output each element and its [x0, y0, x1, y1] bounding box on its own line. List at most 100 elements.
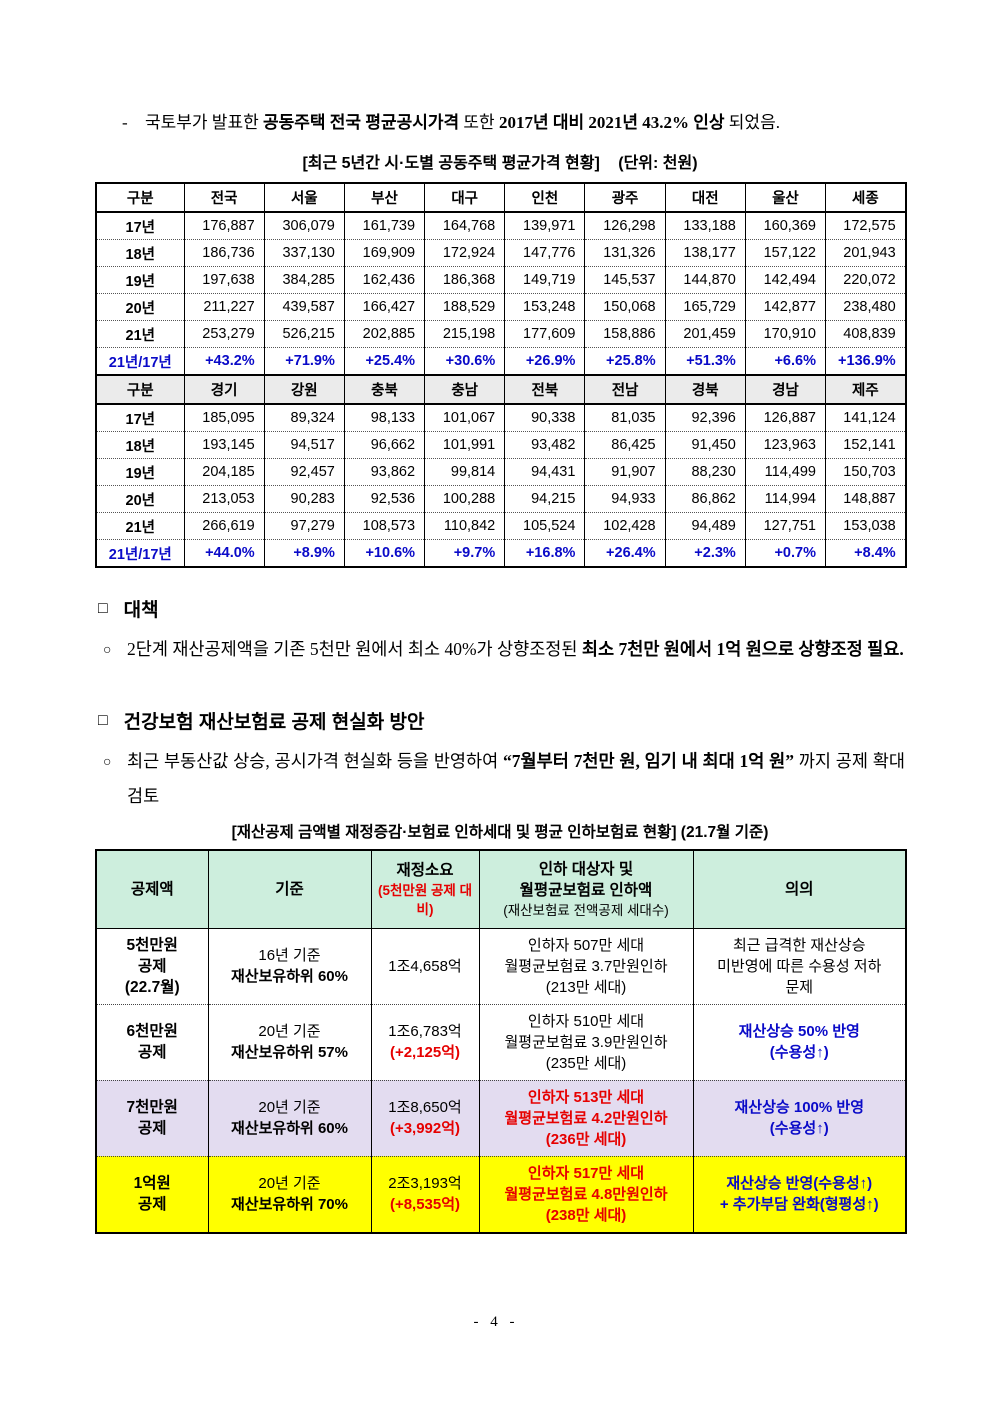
price-cell: 220,072 [824, 266, 906, 294]
price-cell: 526,215 [263, 320, 345, 348]
basis-year: 20년 기준 [258, 1023, 321, 1040]
plan-title: 건강보험 재산보험료 공제 현실화 방안 [123, 712, 425, 733]
cost-delta: (+2,125억) [389, 1044, 461, 1061]
price-cell: 126,887 [744, 404, 826, 432]
price-cell: 253,279 [183, 320, 265, 348]
meaning-cell: 재산상승 50% 반영 (수용성↑) [692, 1003, 906, 1080]
column-header-cost: 재정소요 (5천만원 공제 대비) [370, 850, 479, 929]
basis-year: 20년 기준 [258, 1175, 321, 1192]
cost-header-main: 재정소요 [396, 861, 454, 879]
price-cell: 164,768 [424, 212, 505, 240]
column-header: 경기 [183, 374, 265, 405]
price-cell: 384,285 [263, 266, 345, 294]
deduction-amount-line: (22.7월) [124, 978, 180, 996]
price-cell: 141,124 [824, 404, 906, 432]
deduction-row: 7천만원 공제 20년 기준 재산보유하위 60% 1조8,650억 (+3,992억) 인… [95, 1079, 906, 1156]
price-cell: 93,482 [504, 431, 585, 459]
price-cell: 101,067 [424, 404, 505, 432]
circle-bullet-icon: ○ [103, 755, 112, 770]
dash-bullet: - [122, 113, 128, 132]
row-label: 21년 [95, 320, 184, 348]
target-cell: 인하자 510만 세대 월평균보험료 3.9만원인하 (235만 세대) [478, 1003, 693, 1080]
target-line: 인하자 510만 세대 [527, 1012, 645, 1030]
price-cell: 215,198 [424, 320, 505, 348]
plan-text: 최근 부동산값 상승, 공시가격 현실화 등을 반영하여 “7월부터 7천만 원… [127, 751, 905, 806]
cost-cell: 1조8,650억 (+3,992억) [370, 1079, 479, 1156]
deduction-amount-line: 1억원 [133, 1175, 171, 1192]
column-header: 전북 [504, 374, 585, 405]
price-cell: 201,943 [824, 239, 906, 267]
price-cell: 90,283 [263, 485, 345, 513]
price-cell: 94,431 [504, 458, 585, 486]
column-header: 서울 [263, 183, 345, 213]
countermeasure-text: 2단계 재산공제액을 기존 5천만 원에서 최소 40%가 상향조정된 최소 7… [127, 639, 904, 659]
price-cell: 110,842 [424, 512, 505, 540]
price-cell: 123,963 [744, 431, 826, 459]
price-cell: 139,971 [504, 212, 585, 240]
price-cell: 102,428 [584, 512, 666, 540]
price-cell: 114,499 [744, 458, 826, 486]
square-bullet-icon: □ [98, 711, 108, 729]
deduction-amount-cell: 1억원 공제 [95, 1155, 208, 1233]
deduction-table-body: 5천만원 공제 (22.7월) 16년 기준 재산보유하위 60% 1조4,658억 인하자… [95, 928, 906, 1233]
basis-cell: 20년 기준 재산보유하위 57% [207, 1003, 371, 1080]
cost-cell: 2조3,193억 (+8,535억) [370, 1155, 479, 1233]
price-cell: 86,425 [584, 431, 666, 459]
meaning-line: 재산상승 50% 반영 [738, 1023, 860, 1040]
price-cell: 126,298 [584, 212, 666, 240]
price-cell: 131,326 [584, 239, 666, 267]
target-header-sub: (재산보험료 전액공제 세대수) [503, 902, 669, 918]
square-bullet-icon: □ [98, 599, 108, 617]
price-cell: +16.8% [504, 539, 585, 567]
target-line: 인하자 517만 세대 [527, 1164, 645, 1182]
text-segment: 국토부가 발표한 [145, 113, 263, 132]
price-cell: 201,459 [664, 320, 746, 348]
text-segment: 또한 [459, 113, 499, 132]
text-segment: “7월부터 7천만 원, 임기 내 최대 1억 원” [503, 751, 795, 771]
column-header: 대전 [664, 183, 746, 213]
price-cell: 166,427 [343, 293, 425, 321]
price-cell: +9.7% [424, 539, 505, 567]
row-label: 20년 [95, 293, 184, 321]
price-cell: 176,887 [183, 212, 265, 240]
column-header: 강원 [263, 374, 345, 405]
price-cell: 202,885 [343, 320, 425, 348]
column-header: 부산 [343, 183, 425, 213]
price-cell: 97,279 [263, 512, 345, 540]
price-cell: +25.4% [343, 347, 425, 375]
deduction-amount-line: 6천만원 [126, 1023, 178, 1040]
price-cell: 306,079 [263, 212, 345, 240]
price-cell: 142,494 [744, 266, 826, 294]
basis-threshold: 재산보유하위 60% [231, 1120, 348, 1137]
deduction-amount-line: 7천만원 [126, 1099, 178, 1116]
target-line: 월평균보험료 4.8만원인하 [504, 1185, 668, 1203]
target-line: 인하자 513만 세대 [527, 1088, 645, 1106]
meaning-line: 최근 급격한 재산상승 [732, 936, 866, 954]
target-header-line1: 인하 대상자 및 [538, 860, 634, 878]
column-header: 대구 [424, 183, 505, 213]
price-cell: 197,638 [183, 266, 265, 294]
row-label: 18년 [95, 239, 184, 267]
price-table-body: 구분 전국 서울 부산 대구 인천 광주 대전 울산 세종 17년 176,887 306,079 161… [95, 183, 906, 567]
price-cell: 147,776 [504, 239, 585, 267]
text-segment: 되었음. [724, 113, 780, 132]
price-cell: 92,536 [343, 485, 425, 513]
price-cell: 94,489 [664, 512, 746, 540]
price-cell: +25.8% [584, 347, 666, 375]
price-cell: 145,537 [584, 266, 666, 294]
price-cell: 408,839 [824, 320, 906, 348]
basis-cell: 20년 기준 재산보유하위 70% [207, 1155, 371, 1233]
section-heading-plan: □ 건강보험 재산보험료 공제 현실화 방안 [98, 707, 905, 734]
deduction-table-head: 공제액 기준 재정소요 (5천만원 공제 대비) 인하 대상자 및 월평균보험료… [95, 850, 906, 929]
meaning-cell: 재산상승 100% 반영 (수용성↑) [692, 1079, 906, 1156]
deduction-amount-line: 공제 [137, 1044, 167, 1061]
cost-value: 1조8,650억 [388, 1099, 462, 1116]
meaning-cell: 최근 급격한 재산상승 미반영에 따른 수용성 저하 문제 [692, 928, 906, 1004]
price-cell: 238,480 [824, 293, 906, 321]
deduction-table: 공제액 기준 재정소요 (5천만원 공제 대비) 인하 대상자 및 월평균보험료… [95, 849, 907, 1234]
deduction-amount-line: 공제 [137, 1120, 167, 1137]
basis-year: 20년 기준 [258, 1099, 321, 1116]
price-cell: 188,529 [424, 293, 505, 321]
